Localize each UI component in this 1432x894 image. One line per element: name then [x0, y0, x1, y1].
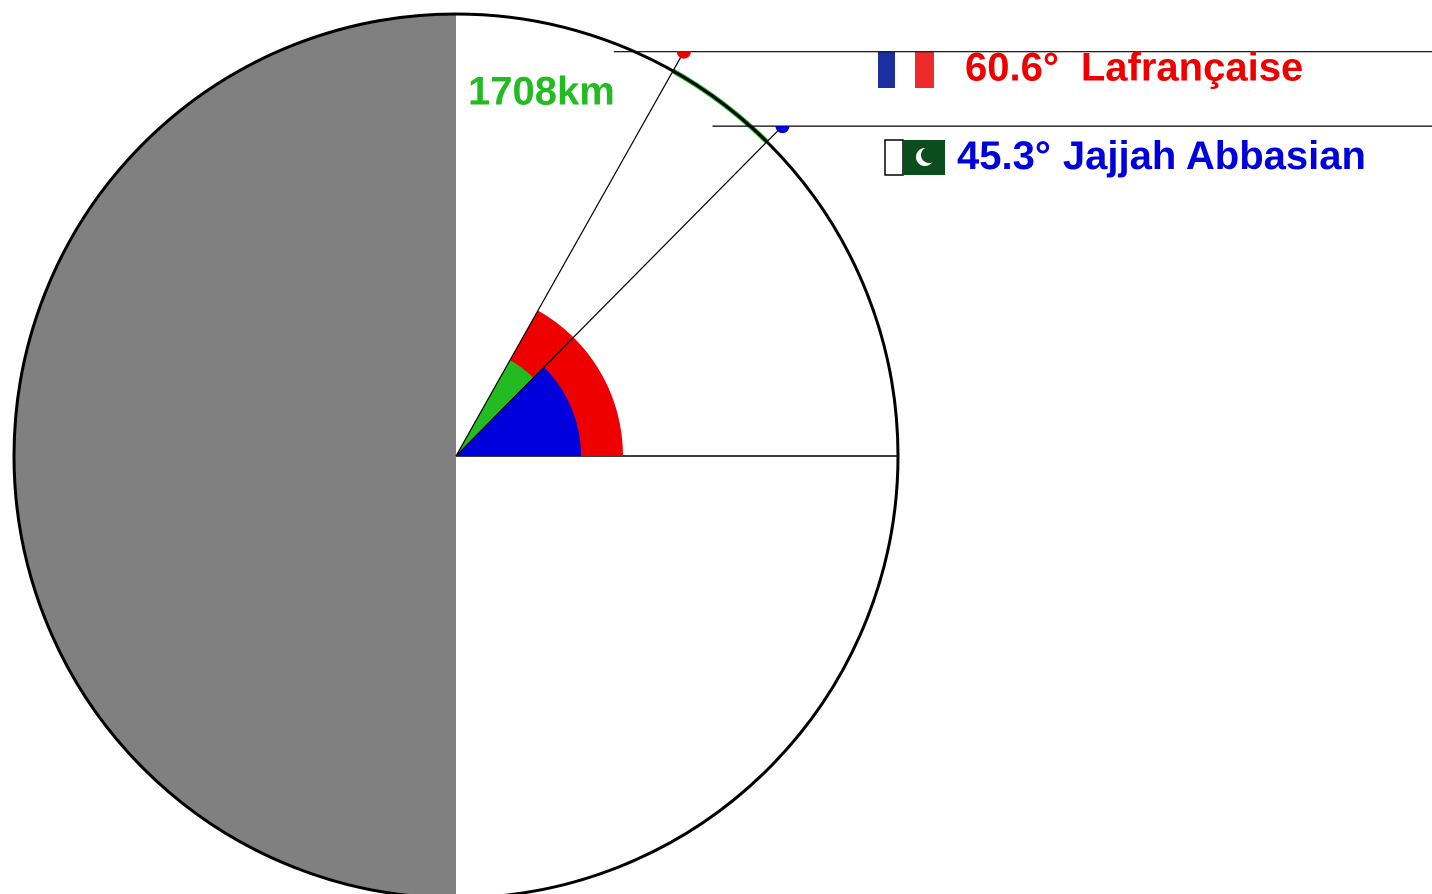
angle-label: 45.3°: [957, 134, 1051, 178]
difference-wedge: [456, 360, 534, 456]
angle-label: 60.6°: [965, 45, 1059, 89]
distance-arc: [671, 68, 769, 144]
marker: [676, 51, 691, 59]
flag-pakistan: [884, 139, 945, 176]
flag-france: [878, 52, 934, 88]
marker: [775, 126, 790, 134]
labels: 60.6° Lafrançaise 45.3° Jajjah Abbasian 1708…: [455, 45, 1432, 457]
earth-outline: [12, 12, 900, 894]
distance-label: 1708km: [468, 70, 615, 114]
place-name: Lafrançaise: [1081, 45, 1303, 89]
ray: [455, 51, 685, 457]
place-label: 60.6° Lafrançaise: [965, 45, 1303, 89]
place-name: Jajjah Abbasian: [1063, 134, 1366, 178]
ray: [455, 125, 783, 457]
dark-half: [14, 14, 456, 894]
angle-wedge: [456, 367, 581, 456]
place-label: 45.3° Jajjah Abbasian: [957, 134, 1366, 178]
